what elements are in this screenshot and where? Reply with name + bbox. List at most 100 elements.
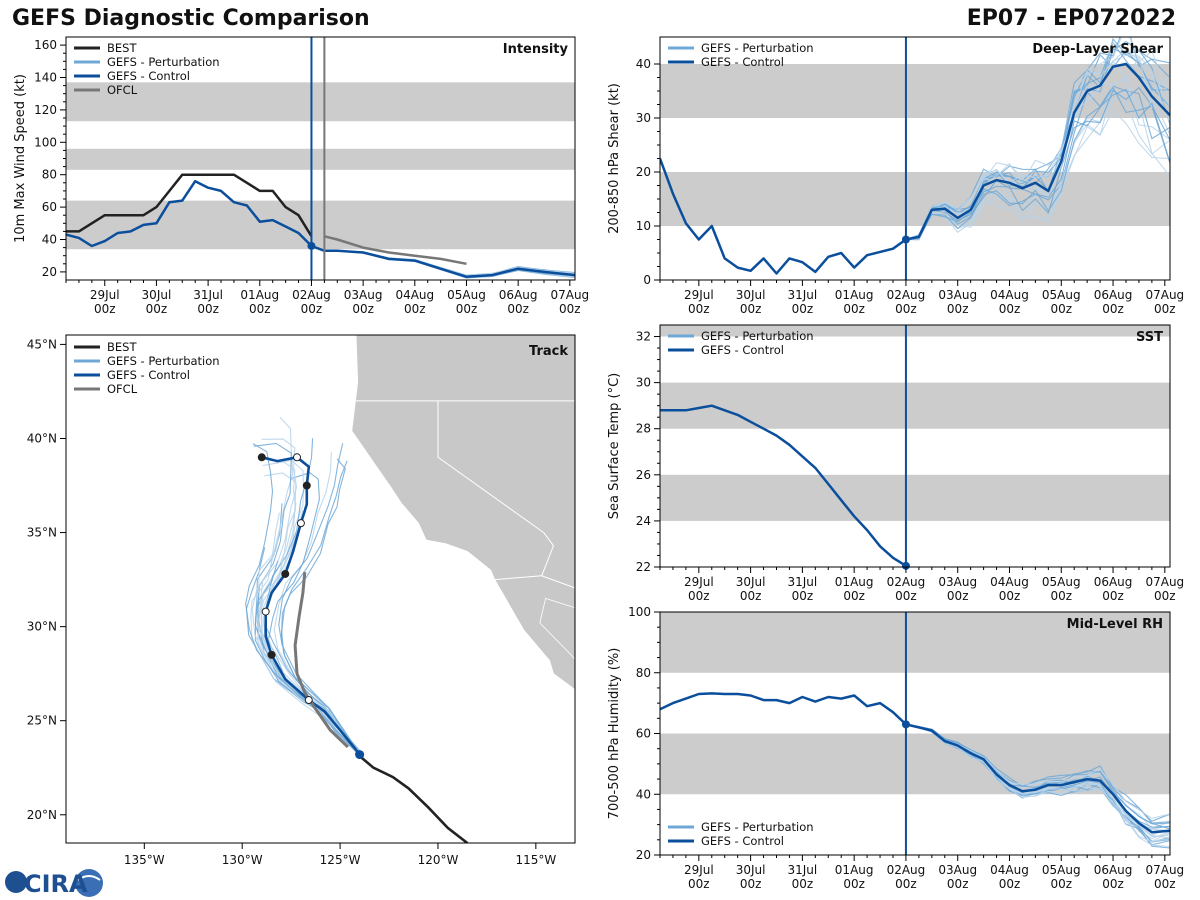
x-tick-label: 07Aug xyxy=(1145,575,1184,589)
x-tick-label: 00z xyxy=(1154,877,1176,891)
y-tick-label: 80 xyxy=(636,666,651,680)
cira-logo: CIRA xyxy=(5,869,103,898)
legend-label: OFCL xyxy=(107,382,138,396)
x-tick-label: 00z xyxy=(843,877,865,891)
x-tick-label: 00z xyxy=(792,877,814,891)
init-marker xyxy=(901,235,910,244)
perturbation-member xyxy=(905,49,1170,241)
threshold-band xyxy=(660,172,1170,226)
threshold-band xyxy=(66,82,575,122)
threshold-band xyxy=(660,474,1170,521)
panel-title: SST xyxy=(1136,330,1163,345)
x-tick-label: 29Jul xyxy=(684,863,714,877)
x-tick-label: 31Jul xyxy=(788,575,818,589)
state-border xyxy=(541,532,555,576)
track-best xyxy=(354,751,469,843)
legend-label: GEFS - Control xyxy=(107,368,190,382)
y-tick-label: 40 xyxy=(42,233,57,247)
y-tick-label: 40°N xyxy=(27,431,57,445)
init-position-marker xyxy=(355,750,365,760)
x-tick-label: 00z xyxy=(688,589,710,603)
perturbation-track xyxy=(262,531,361,754)
y-axis-label: 200-850 hPa Shear (kt) xyxy=(607,83,622,234)
y-axis-label: 10m Max Wind Speed (kt) xyxy=(13,74,28,243)
perturbation-track xyxy=(260,502,359,754)
x-tick-label: 00z xyxy=(843,589,865,603)
storm-id: EP07 - EP072022 xyxy=(966,6,1176,31)
threshold-band xyxy=(660,612,1170,673)
legend-label: OFCL xyxy=(107,83,138,97)
x-tick-label: 00z xyxy=(1154,302,1176,316)
track-day-marker xyxy=(302,481,311,490)
y-tick-label: 20 xyxy=(636,165,651,179)
series-ofcl xyxy=(324,235,467,266)
x-tick-label: 02Aug xyxy=(887,575,926,589)
track-day-marker xyxy=(257,453,266,462)
perturbation-member xyxy=(905,86,1170,241)
x-tick-label: 00z xyxy=(1102,589,1124,603)
track-ofcl xyxy=(293,571,349,749)
init-marker xyxy=(307,241,316,250)
x-tick-label: 00z xyxy=(559,302,581,316)
y-tick-label: 30 xyxy=(636,111,651,125)
x-tick-label: 00z xyxy=(1102,302,1124,316)
x-tick-label: 00z xyxy=(947,589,969,603)
panel-track: 135°W 130°W 125°W 120°W 115°W 20°N 25°N 30°N 35°… xyxy=(27,334,576,867)
x-tick-label: 00z xyxy=(688,302,710,316)
panel-intensity: 2040608010012014016029Jul00z30Jul00z31Ju… xyxy=(13,36,589,316)
x-tick-label: 05Aug xyxy=(1042,288,1081,302)
x-tick-label: 31Jul xyxy=(788,863,818,877)
y-tick-label: 30°N xyxy=(27,620,57,634)
perturbation-member xyxy=(905,37,1170,241)
x-tick-label: 00z xyxy=(1102,877,1124,891)
plot-area xyxy=(660,325,1170,567)
series-gefs-control xyxy=(660,692,1170,834)
x-tick-label: 06Aug xyxy=(1094,575,1133,589)
x-tick-label: 30Jul xyxy=(142,288,172,302)
perturbation-member xyxy=(905,40,1170,241)
logo-globe-icon xyxy=(75,869,103,897)
legend-label: GEFS - Perturbation xyxy=(701,820,814,834)
logo-mark-left xyxy=(5,871,27,893)
perturbation-track xyxy=(281,460,360,754)
init-marker xyxy=(901,561,910,570)
y-tick-label: 45°N xyxy=(27,337,57,351)
x-tick-label: 07Aug xyxy=(1145,863,1184,877)
legend-label: BEST xyxy=(107,41,137,55)
x-tick-label: 00z xyxy=(507,302,529,316)
x-tick-label: 30Jul xyxy=(736,288,766,302)
y-tick-label: 100 xyxy=(628,605,651,619)
y-tick-label: 160 xyxy=(34,38,57,52)
track-day-marker xyxy=(304,696,313,705)
x-tick-label: 02Aug xyxy=(887,863,926,877)
x-tick-label: 00z xyxy=(197,302,219,316)
x-tick-label: 00z xyxy=(792,589,814,603)
x-tick-label: 00z xyxy=(947,877,969,891)
threshold-band xyxy=(660,325,1170,337)
x-tick-label: 00z xyxy=(94,302,116,316)
y-tick-label: 20°N xyxy=(27,808,57,822)
track-day-marker xyxy=(281,569,290,578)
x-tick-label: 05Aug xyxy=(1042,575,1081,589)
perturbation-member xyxy=(905,54,1170,241)
x-tick-label: 00z xyxy=(895,877,917,891)
perturbation-member xyxy=(905,88,1170,241)
track-day-marker xyxy=(261,607,270,616)
x-tick-label: 31Jul xyxy=(193,288,223,302)
x-tick-label: 30Jul xyxy=(736,863,766,877)
x-tick-label: 04Aug xyxy=(990,863,1029,877)
x-tick-label: 06Aug xyxy=(1094,863,1133,877)
perturbation-track xyxy=(264,510,359,756)
legend-label: GEFS - Control xyxy=(701,343,784,357)
x-tick-label: 06Aug xyxy=(499,288,538,302)
x-tick-label: 02Aug xyxy=(292,288,331,302)
legend-label: GEFS - Perturbation xyxy=(107,354,220,368)
x-tick-label: 125°W xyxy=(320,853,361,867)
x-tick-label: 03Aug xyxy=(344,288,383,302)
plot-area xyxy=(660,612,1170,849)
x-tick-label: 03Aug xyxy=(938,863,977,877)
x-tick-label: 03Aug xyxy=(938,575,977,589)
